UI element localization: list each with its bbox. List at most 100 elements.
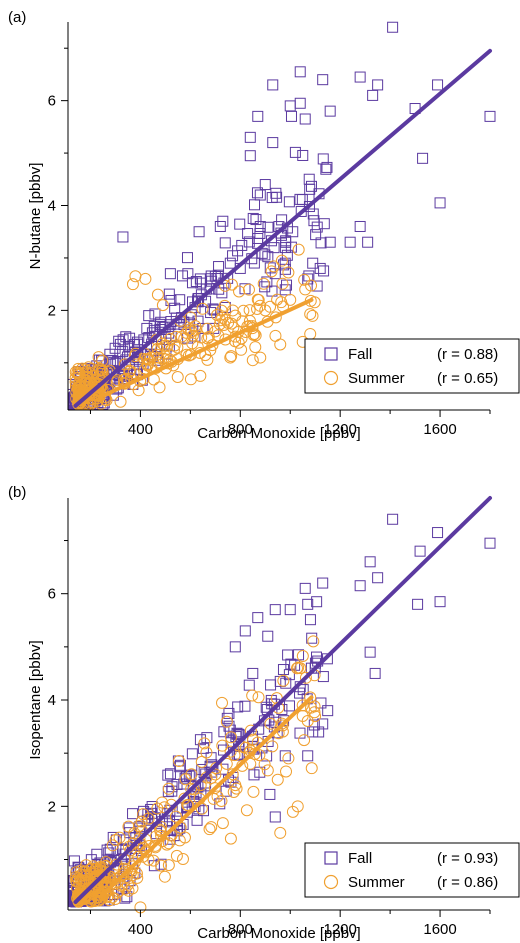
panel-a-fall-point — [267, 79, 279, 91]
panel-b-summer-point — [203, 823, 216, 836]
panel-a-fall-point — [285, 110, 297, 122]
panel-a-fall-point — [270, 187, 282, 199]
panel-a-summer-point — [74, 395, 87, 408]
panel-b-fall-point — [289, 659, 301, 671]
panel-b-fall-point — [317, 577, 329, 589]
panel-b-fall-point — [127, 808, 139, 820]
panel-b-summer-fit-line — [98, 695, 314, 899]
panel-b-fall-point — [315, 697, 327, 709]
panel-b-fall-point — [364, 556, 376, 568]
panel-a-summer-point — [254, 351, 267, 364]
panel-b-fall-point — [121, 891, 133, 903]
panel-a-fall-point — [197, 322, 209, 334]
panel-a-fall-point — [279, 242, 291, 254]
panel-b-summer-point — [216, 696, 229, 709]
panel-a-fall-point — [148, 320, 160, 332]
panel-b-fall-point — [387, 513, 399, 525]
panel-a-fall-point — [311, 280, 323, 292]
panel-b-fall-point — [282, 649, 294, 661]
panel-a-summer-point — [214, 314, 227, 327]
panel-a-summer-point — [299, 283, 312, 296]
panel-a-fall-point — [259, 249, 271, 261]
panel-a-fall-point — [303, 201, 315, 213]
panel-b-summer-point — [224, 745, 237, 758]
panel-b-summer-point — [158, 870, 171, 883]
panel-b-fall-point — [304, 614, 316, 626]
panel-b-summer-point — [136, 850, 149, 863]
panel-b-fall-point — [252, 612, 264, 624]
panel-b-summer-point — [179, 773, 192, 786]
panel-a-summer-point — [243, 283, 256, 296]
panel-a-legend-fall-marker — [324, 347, 338, 361]
panel-a-fall-point — [432, 79, 444, 91]
panel-a-summer-point — [158, 339, 171, 352]
panel-a-fall-point — [317, 74, 329, 86]
panel-a-fall-point — [311, 221, 323, 233]
panel-b-summer-point — [307, 635, 320, 648]
panel-b-y-tick-label: 4 — [48, 692, 56, 709]
panel-a-summer-point — [72, 366, 85, 379]
panel-a-fall-point — [372, 79, 384, 91]
panel-a-fall-point — [181, 252, 193, 264]
panel-a-summer-point — [209, 325, 222, 338]
panel-a-fall-point — [321, 161, 333, 173]
panel-b-fall-point — [239, 625, 251, 637]
panel-b-fall-point — [254, 766, 266, 778]
panel-a-fall-point — [289, 146, 301, 158]
panel-a-x-axis-title: Carbon Monoxide [ppbv] — [197, 425, 360, 442]
panel-a-fall-point — [287, 226, 299, 238]
panel-b-summer-point — [220, 757, 233, 770]
panel-b-summer-point — [182, 799, 195, 812]
panel-b-summer-point — [147, 854, 160, 867]
panel-a-summer-point — [265, 265, 278, 278]
panel-a-summer-point — [128, 350, 141, 363]
panel-b-summer-point — [128, 827, 141, 840]
panel-a-fall-point — [251, 187, 263, 199]
panel-a-x-tick-label: 1600 — [423, 421, 456, 438]
panel-b-fall-point — [68, 855, 80, 867]
panel-a-legend-summer-r: (r = 0.65) — [437, 370, 498, 387]
panel-b-fall-point — [307, 726, 319, 738]
panel-b-summer-point — [216, 817, 229, 830]
panel-a-x-tick-label: 800 — [228, 421, 253, 438]
panel-b-summer-point — [89, 862, 102, 875]
panel-a-legend-fall-r: (r = 0.88) — [437, 346, 498, 363]
panel-a-fall-point — [285, 241, 297, 253]
panel-a-fall-point — [250, 214, 262, 226]
panel-b-fall-point — [186, 748, 198, 760]
panel-a-summer-point — [201, 322, 214, 335]
panel-a-summer-point — [225, 317, 238, 330]
panel-a-summer-point — [276, 277, 289, 290]
panel-b-summer-point — [185, 782, 198, 795]
panel-a-summer-point — [275, 254, 288, 267]
panel-b-fall-point — [197, 742, 209, 754]
panel-b-summer-point — [266, 740, 279, 753]
panel-b-summer-point — [244, 724, 257, 737]
panel-b-fall-point — [166, 785, 178, 797]
panel-b-summer-point — [244, 757, 257, 770]
panel-b-fall-point — [232, 701, 244, 713]
panel-a-fall-point — [192, 296, 204, 308]
panel-b-summer-point — [170, 849, 183, 862]
panel-a-fall-point — [310, 229, 322, 241]
panel-b-summer-point — [123, 864, 136, 877]
panel-b-summer-point — [84, 895, 97, 908]
panel-a-summer-point — [257, 277, 270, 290]
panel-b-summer-point — [298, 734, 311, 747]
panel-a-fall-point — [324, 236, 336, 248]
panel-a-fall-point — [212, 269, 224, 281]
panel-b-y-ticks: 2 4 6 — [48, 540, 68, 860]
panel-a-summer-point — [96, 365, 109, 378]
panel-b-fall-point — [484, 537, 496, 549]
panel-b-summer-point — [215, 794, 228, 807]
panel-b-summer-point — [122, 884, 135, 897]
panel-a-plot-area — [67, 21, 496, 411]
panel-a-summer-point — [213, 318, 226, 331]
panel-a-summer-point — [243, 304, 256, 317]
panel-b-fall-point — [181, 801, 193, 813]
panel-b-fall-point — [104, 843, 116, 855]
panel-a-summer-point — [298, 273, 311, 286]
panel-a-fall-point — [193, 226, 205, 238]
panel-b-fall-point — [294, 727, 306, 739]
panel-a-fall-point — [324, 105, 336, 117]
